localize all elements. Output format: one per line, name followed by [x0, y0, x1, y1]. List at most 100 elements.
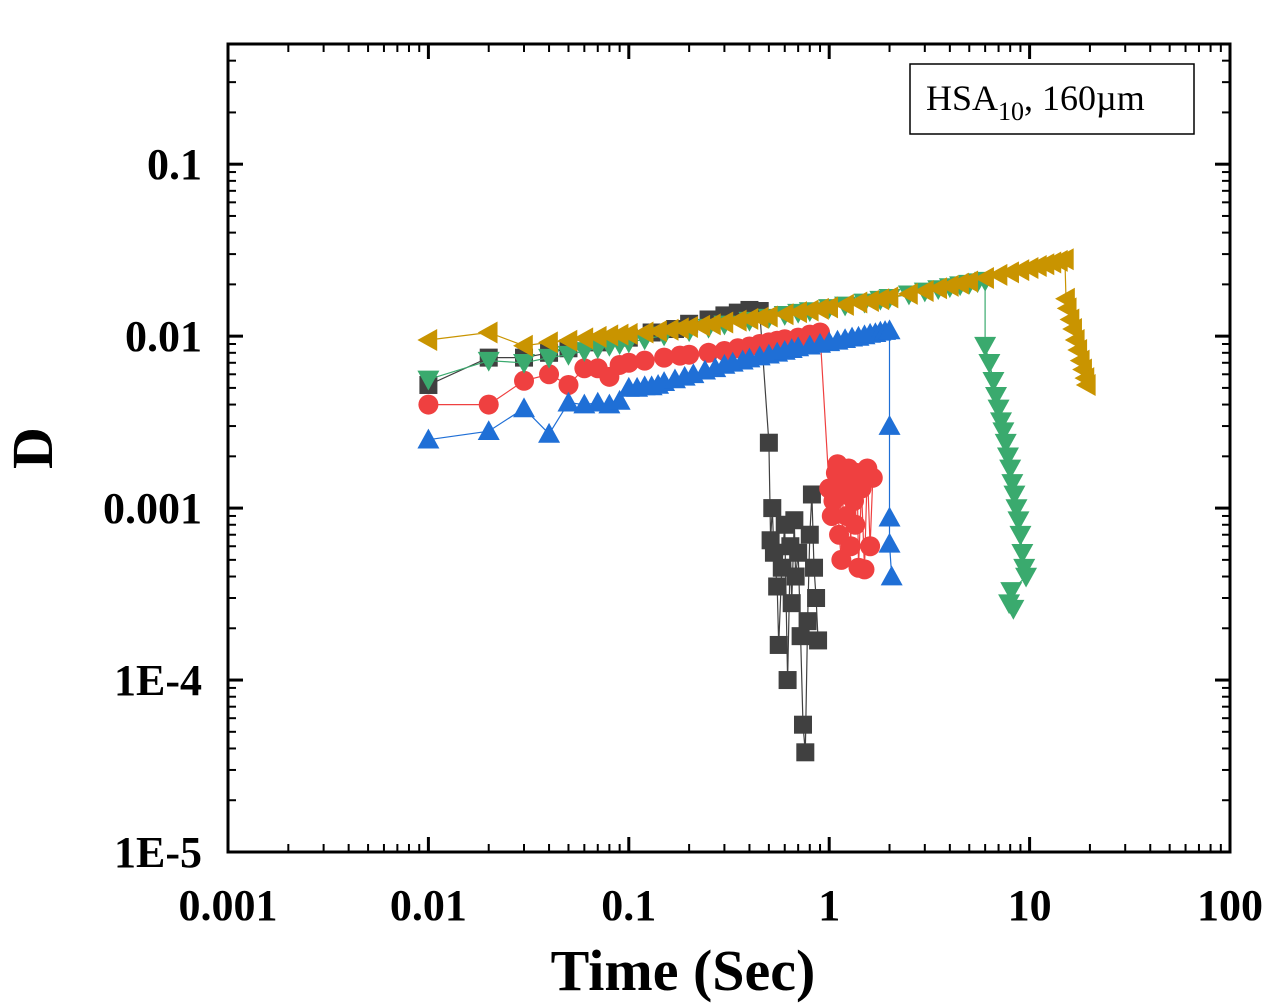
data-point — [1002, 599, 1025, 620]
legend-annotation: HSA10, 160µm — [909, 63, 1195, 135]
data-point — [810, 322, 831, 343]
data-point — [938, 274, 959, 297]
data-point — [738, 307, 759, 330]
y-tick-label: 0.1 — [147, 140, 202, 189]
data-point — [514, 370, 535, 391]
data-point — [796, 743, 815, 762]
data-point — [878, 319, 901, 340]
data-point — [897, 282, 918, 305]
annotation-main: HSA — [926, 78, 998, 118]
data-point — [698, 342, 719, 363]
y-axis-title: D — [0, 427, 65, 469]
y-minor-ticks — [228, 43, 1230, 802]
data-point — [586, 325, 607, 348]
series-triangle-up — [417, 319, 903, 586]
data-point — [854, 559, 875, 580]
data-point — [477, 420, 500, 441]
data-point — [869, 288, 890, 311]
data-point — [658, 318, 679, 341]
x-tick-label: 0.1 — [601, 881, 656, 930]
data-point — [878, 286, 899, 309]
data-point — [617, 322, 638, 345]
data-point — [558, 374, 579, 395]
data-point — [417, 328, 438, 351]
data-point — [821, 505, 842, 526]
data-point — [513, 334, 533, 357]
data-point — [773, 303, 794, 326]
y-tick-labels: 1E-5 1E-4 0.001 0.01 0.1 — [103, 140, 202, 877]
x-axis-title: Time (Sec) — [551, 938, 816, 1003]
y-tick-label: 0.001 — [103, 484, 202, 533]
data-point — [557, 345, 580, 366]
data-point — [860, 536, 881, 557]
data-point — [880, 565, 903, 586]
data-point — [1011, 543, 1034, 564]
data-point — [513, 397, 536, 418]
data-point — [845, 514, 866, 535]
data-point — [990, 412, 1013, 433]
data-point — [757, 305, 778, 328]
data-point — [987, 399, 1010, 420]
annotation-subscript: 10 — [998, 97, 1024, 126]
data-point — [477, 321, 498, 344]
data-point — [598, 324, 619, 347]
data-point — [573, 327, 594, 350]
data-point — [809, 297, 829, 320]
data-point — [927, 277, 948, 300]
data-point — [759, 433, 778, 452]
data-point — [418, 394, 439, 415]
data-point — [679, 344, 700, 365]
data-point — [678, 316, 698, 339]
y-tick-label: 1E-5 — [114, 828, 202, 877]
data-point — [798, 612, 817, 631]
data-point — [668, 317, 689, 340]
data-point — [807, 589, 826, 608]
data-point — [538, 348, 561, 369]
data-point — [764, 543, 783, 562]
data-point — [992, 422, 1015, 443]
data-point — [974, 336, 997, 357]
data-point — [417, 428, 440, 449]
data-point — [1053, 248, 1074, 271]
data-point — [809, 631, 828, 650]
data-point — [878, 532, 901, 553]
data-point — [538, 331, 558, 354]
data-point — [798, 299, 819, 322]
data-point — [862, 467, 883, 488]
data-point — [978, 353, 1001, 374]
data-point — [1003, 485, 1026, 506]
data-point — [982, 371, 1005, 392]
y-tick-label: 0.01 — [125, 312, 202, 361]
data-point — [834, 293, 854, 316]
data-point — [778, 671, 797, 690]
x-tick-label: 0.001 — [179, 881, 278, 930]
data-point — [713, 311, 734, 334]
data-point — [987, 263, 1008, 286]
data-point — [700, 313, 721, 336]
series-line — [428, 309, 819, 753]
data-point — [996, 447, 1019, 468]
data-point — [949, 272, 969, 295]
data-point — [1009, 525, 1032, 546]
data-point — [999, 261, 1019, 284]
data-point — [818, 296, 838, 319]
data-point — [763, 499, 782, 518]
data-point — [478, 394, 499, 415]
data-point — [477, 351, 500, 372]
data-point — [786, 567, 805, 586]
data-point — [513, 353, 536, 374]
x-tick-labels: 0.001 0.01 0.1 1 10 100 — [179, 881, 1264, 930]
data-point — [557, 329, 578, 352]
data-point — [634, 350, 655, 371]
data-point — [1005, 499, 1028, 520]
series-circle — [418, 322, 883, 580]
data-point — [768, 577, 787, 596]
data-point — [1007, 511, 1030, 532]
data-point — [958, 270, 979, 293]
data-point — [633, 321, 654, 344]
data-point — [847, 291, 868, 314]
data-point — [417, 370, 440, 391]
annotation-text: HSA10, 160µm — [926, 78, 1145, 126]
data-point — [654, 347, 675, 368]
